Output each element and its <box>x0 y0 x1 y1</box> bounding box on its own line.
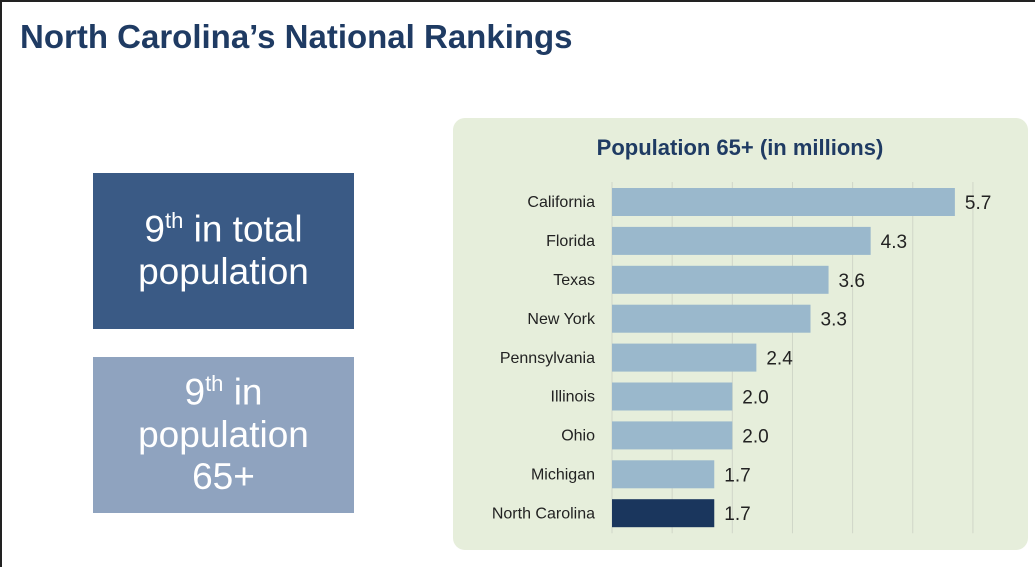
bar <box>612 382 733 411</box>
value-label: 3.6 <box>839 271 865 292</box>
bar <box>612 304 811 333</box>
rank-ordinal: th <box>164 208 184 234</box>
rank-box: 9th in population 65+ <box>93 357 354 513</box>
value-label: 5.7 <box>965 193 991 214</box>
bar <box>612 265 829 294</box>
rank-number: 9 <box>144 208 165 250</box>
value-label: 2.0 <box>742 426 768 447</box>
rank-text: 9th in population 65+ <box>116 371 331 499</box>
value-label: 2.4 <box>766 349 793 370</box>
y-tick-label: New York <box>527 311 596 328</box>
bar <box>612 499 715 528</box>
y-tick-label: North Carolina <box>492 505 595 522</box>
value-label: 3.3 <box>821 310 847 331</box>
value-label: 4.3 <box>881 232 907 253</box>
bar <box>612 421 733 450</box>
y-tick-label: Pennsylvania <box>500 350 595 367</box>
y-tick-label: Florida <box>546 233 595 250</box>
value-label: 2.0 <box>742 388 768 409</box>
value-label: 1.7 <box>724 504 750 525</box>
bar <box>612 226 871 255</box>
slide-title: North Carolina’s National Rankings <box>20 18 573 55</box>
y-tick-label: Texas <box>553 272 595 289</box>
rank-text: 9th in total population <box>116 208 331 293</box>
rank-ordinal: th <box>205 371 224 397</box>
y-tick-label: Michigan <box>531 467 595 484</box>
y-tick-label: Illinois <box>551 389 595 406</box>
chart-title: Population 65+ (in millions) <box>597 135 884 160</box>
y-tick-label: Ohio <box>561 428 595 445</box>
rank-box: 9th in total population <box>93 173 354 329</box>
bar <box>612 460 715 489</box>
rank-label: in population 65+ <box>138 371 309 498</box>
bar <box>612 343 757 372</box>
rank-label: in total population <box>138 208 309 293</box>
value-label: 1.7 <box>724 465 750 486</box>
rank-number: 9 <box>184 371 206 413</box>
y-tick-label: California <box>527 194 595 211</box>
bar <box>612 188 955 216</box>
